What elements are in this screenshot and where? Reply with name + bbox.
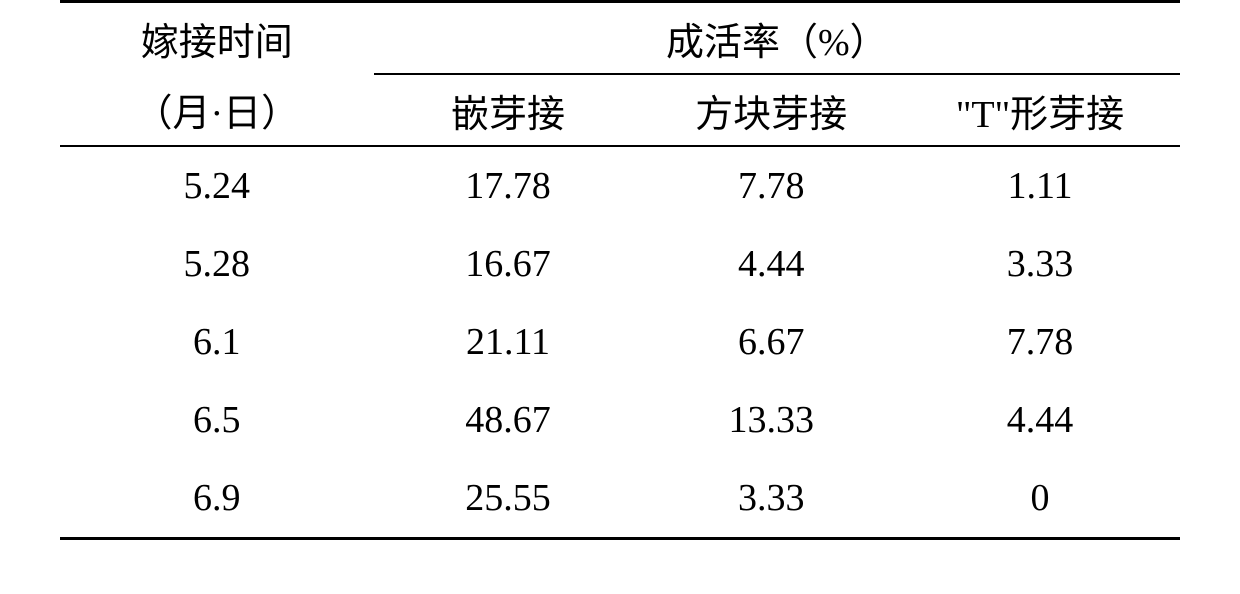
survival-rate-table: 嫁接时间 成活率（%） （月·日） 嵌芽接 方块芽接 "T"形芽接 5.24 1… <box>60 0 1180 540</box>
table-row: 6.5 48.67 13.33 4.44 <box>60 381 1180 459</box>
cell-value: 7.78 <box>900 303 1180 381</box>
subhead-method-3: "T"形芽接 <box>900 74 1180 146</box>
subhead-method-1: 嵌芽接 <box>374 74 643 146</box>
cell-value: 3.33 <box>900 225 1180 303</box>
cell-value: 17.78 <box>374 146 643 225</box>
subhead-method-2: 方块芽接 <box>642 74 900 146</box>
cell-value: 3.33 <box>642 459 900 539</box>
cell-date: 5.28 <box>60 225 374 303</box>
cell-date: 6.5 <box>60 381 374 459</box>
cell-value: 25.55 <box>374 459 643 539</box>
cell-value: 4.44 <box>642 225 900 303</box>
col1-header-line1: 嫁接时间 <box>60 2 374 75</box>
cell-date: 5.24 <box>60 146 374 225</box>
cell-value: 0 <box>900 459 1180 539</box>
table-row: 5.28 16.67 4.44 3.33 <box>60 225 1180 303</box>
table-container: 嫁接时间 成活率（%） （月·日） 嵌芽接 方块芽接 "T"形芽接 5.24 1… <box>0 0 1240 540</box>
cell-value: 4.44 <box>900 381 1180 459</box>
cell-date: 6.1 <box>60 303 374 381</box>
table-row: 6.9 25.55 3.33 0 <box>60 459 1180 539</box>
cell-value: 48.67 <box>374 381 643 459</box>
col1-header-line2: （月·日） <box>60 74 374 146</box>
cell-value: 7.78 <box>642 146 900 225</box>
cell-value: 16.67 <box>374 225 643 303</box>
cell-value: 1.11 <box>900 146 1180 225</box>
table-row: 5.24 17.78 7.78 1.11 <box>60 146 1180 225</box>
cell-value: 21.11 <box>374 303 643 381</box>
cell-value: 6.67 <box>642 303 900 381</box>
table-row: 6.1 21.11 6.67 7.78 <box>60 303 1180 381</box>
group-header-survival-rate: 成活率（%） <box>374 2 1180 75</box>
cell-value: 13.33 <box>642 381 900 459</box>
cell-date: 6.9 <box>60 459 374 539</box>
